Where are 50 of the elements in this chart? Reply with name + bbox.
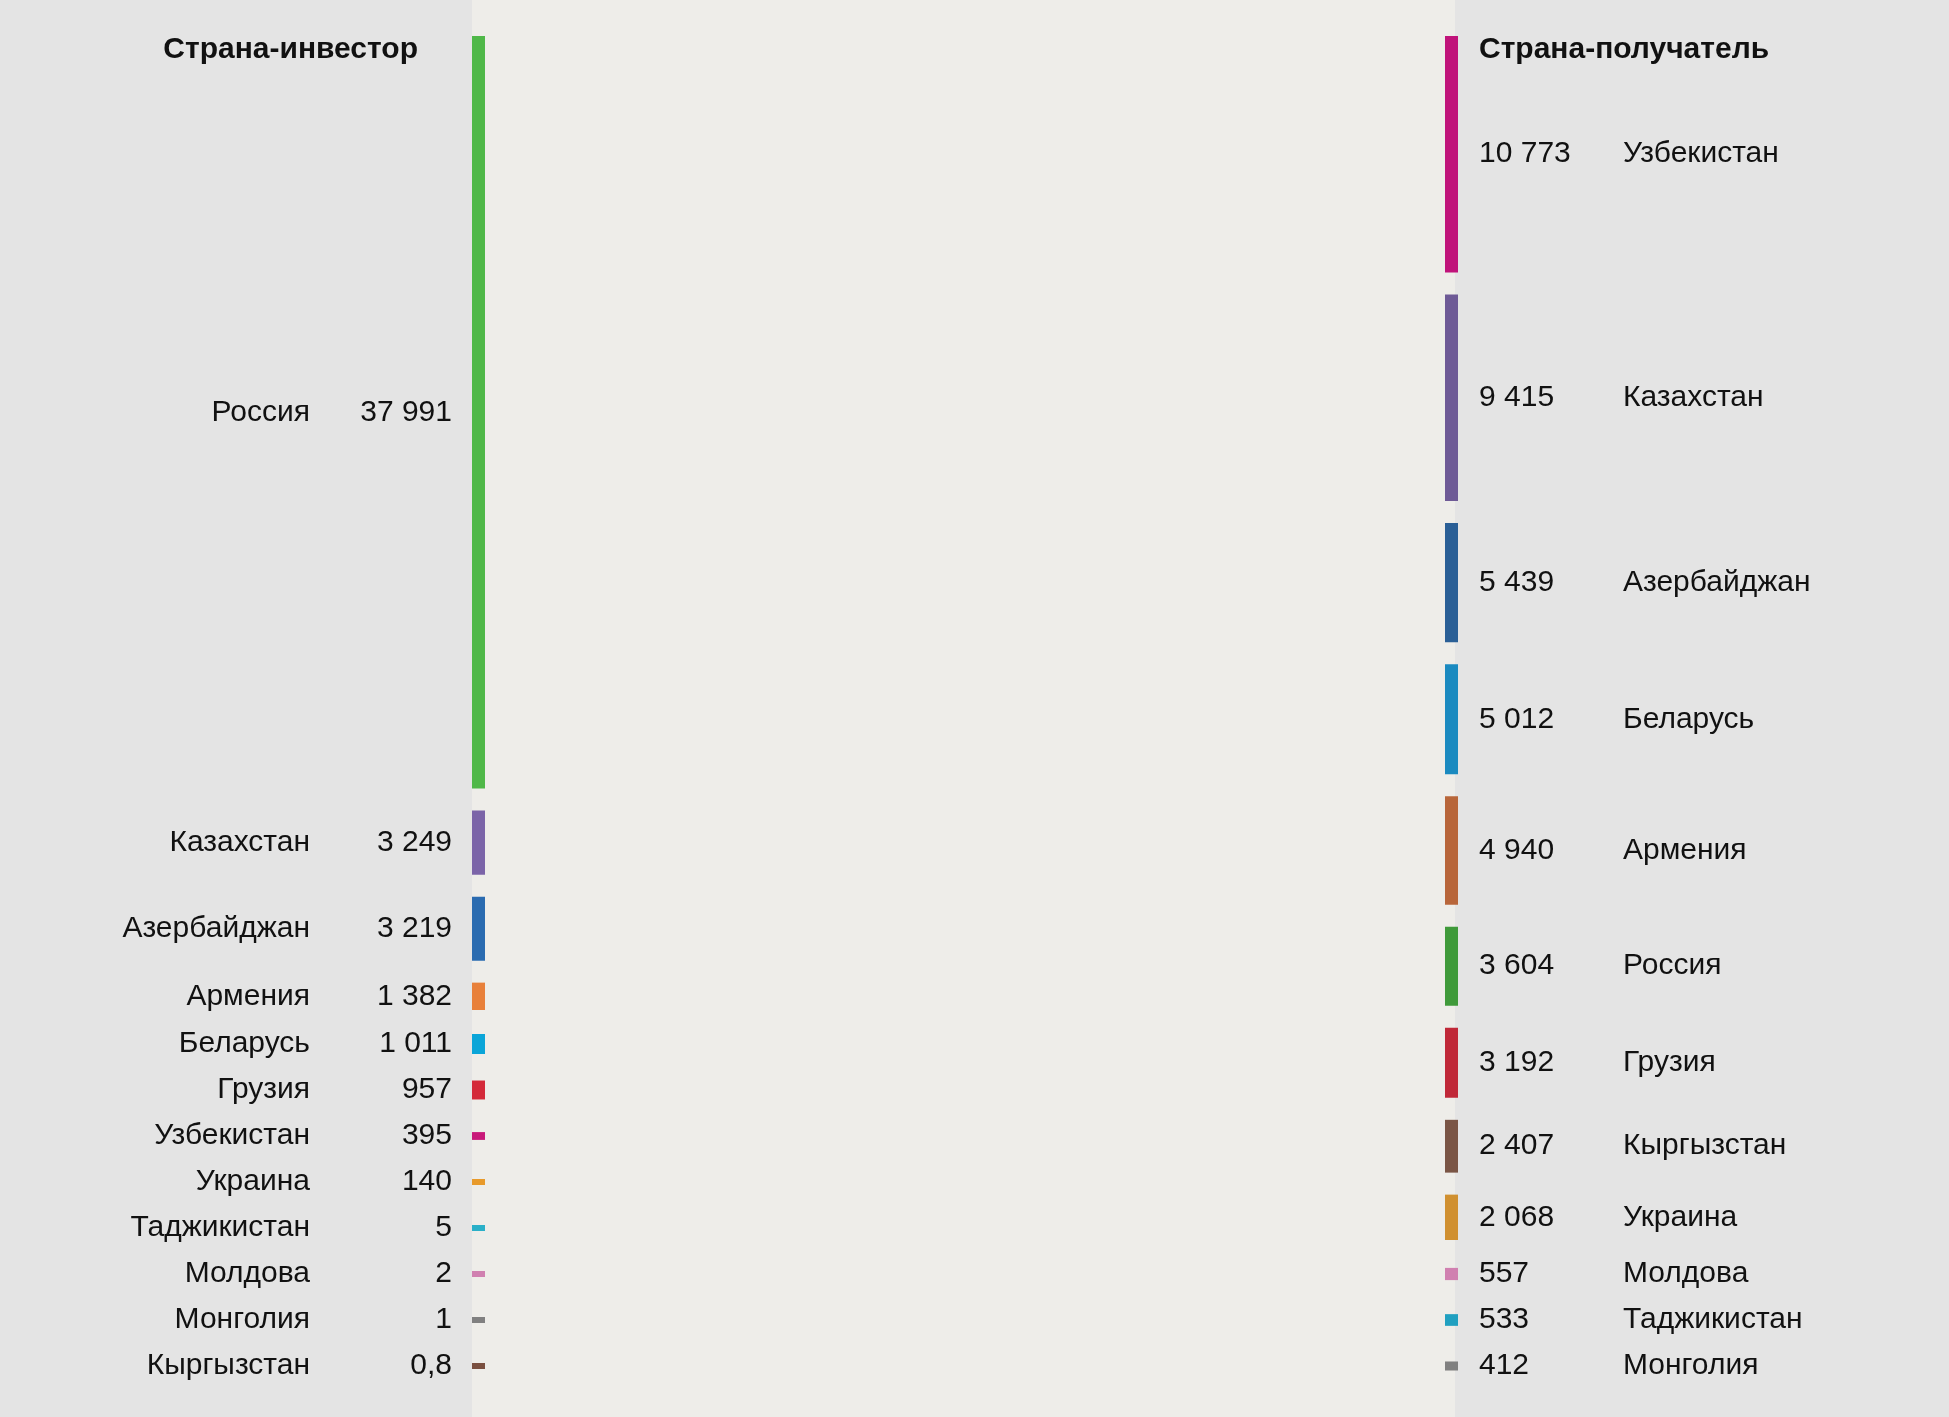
text: Страна-получатель: [1479, 31, 1770, 65]
data-label: 5: [435, 1209, 452, 1243]
category-label: Россия: [211, 393, 310, 427]
data-label: 9 415: [1479, 378, 1555, 412]
data-label: 557: [1479, 1255, 1530, 1289]
category-label: Украина: [1623, 1198, 1738, 1232]
data-label: 1: [435, 1301, 452, 1335]
data-label: 140: [401, 1163, 452, 1197]
data-label: 1 011: [379, 1025, 452, 1059]
data-label: 3 192: [1479, 1044, 1555, 1078]
data-label: 4 940: [1479, 831, 1555, 865]
category-label: Узбекистан: [154, 1117, 310, 1151]
category-label: Армения: [1623, 831, 1747, 865]
category-label: Азербайджан: [1623, 563, 1811, 597]
data-label: 5 439: [1479, 563, 1555, 597]
category-label: Таджикистан: [1623, 1301, 1803, 1335]
data-label: 1 382: [376, 977, 452, 1011]
category-label: Азербайджан: [122, 910, 310, 944]
category-label: Молдова: [1623, 1255, 1749, 1289]
data-label: 957: [401, 1071, 452, 1105]
data-label: 2 068: [1479, 1198, 1555, 1232]
category-label: Кыргызстан: [1623, 1127, 1787, 1161]
category-label: Таджикистан: [130, 1209, 310, 1243]
category-label: Казахстан: [169, 823, 310, 857]
data-label: 533: [1479, 1301, 1530, 1335]
category-label: Казахстан: [1623, 378, 1764, 412]
data-label: 0,8: [410, 1347, 452, 1381]
category-label: Украина: [195, 1163, 311, 1197]
data-label: 395: [401, 1117, 452, 1151]
data-label: 10 773: [1479, 135, 1571, 169]
data-label: 3 604: [1479, 947, 1555, 981]
text: Страна-инвестор: [163, 31, 418, 65]
category-label: Монголия: [174, 1301, 310, 1335]
category-label: Узбекистан: [1623, 135, 1779, 169]
category-label: Грузия: [1623, 1044, 1716, 1078]
category-label: Беларусь: [1623, 700, 1755, 734]
category-label: Беларусь: [178, 1025, 310, 1059]
data-label: 3 249: [376, 823, 452, 857]
category-label: Монголия: [1623, 1347, 1759, 1381]
data-label: 412: [1479, 1347, 1530, 1381]
category-label: Армения: [186, 977, 310, 1011]
data-label: 3 219: [376, 910, 452, 944]
category-label: Кыргызстан: [146, 1347, 310, 1381]
data-label: 2 407: [1479, 1127, 1555, 1161]
data-label: 37 991: [360, 393, 452, 427]
category-label: Грузия: [217, 1071, 310, 1105]
data-label: 2: [435, 1255, 452, 1289]
data-label: 5 012: [1479, 700, 1555, 734]
category-label: Россия: [1623, 947, 1722, 981]
category-label: Молдова: [184, 1255, 311, 1289]
